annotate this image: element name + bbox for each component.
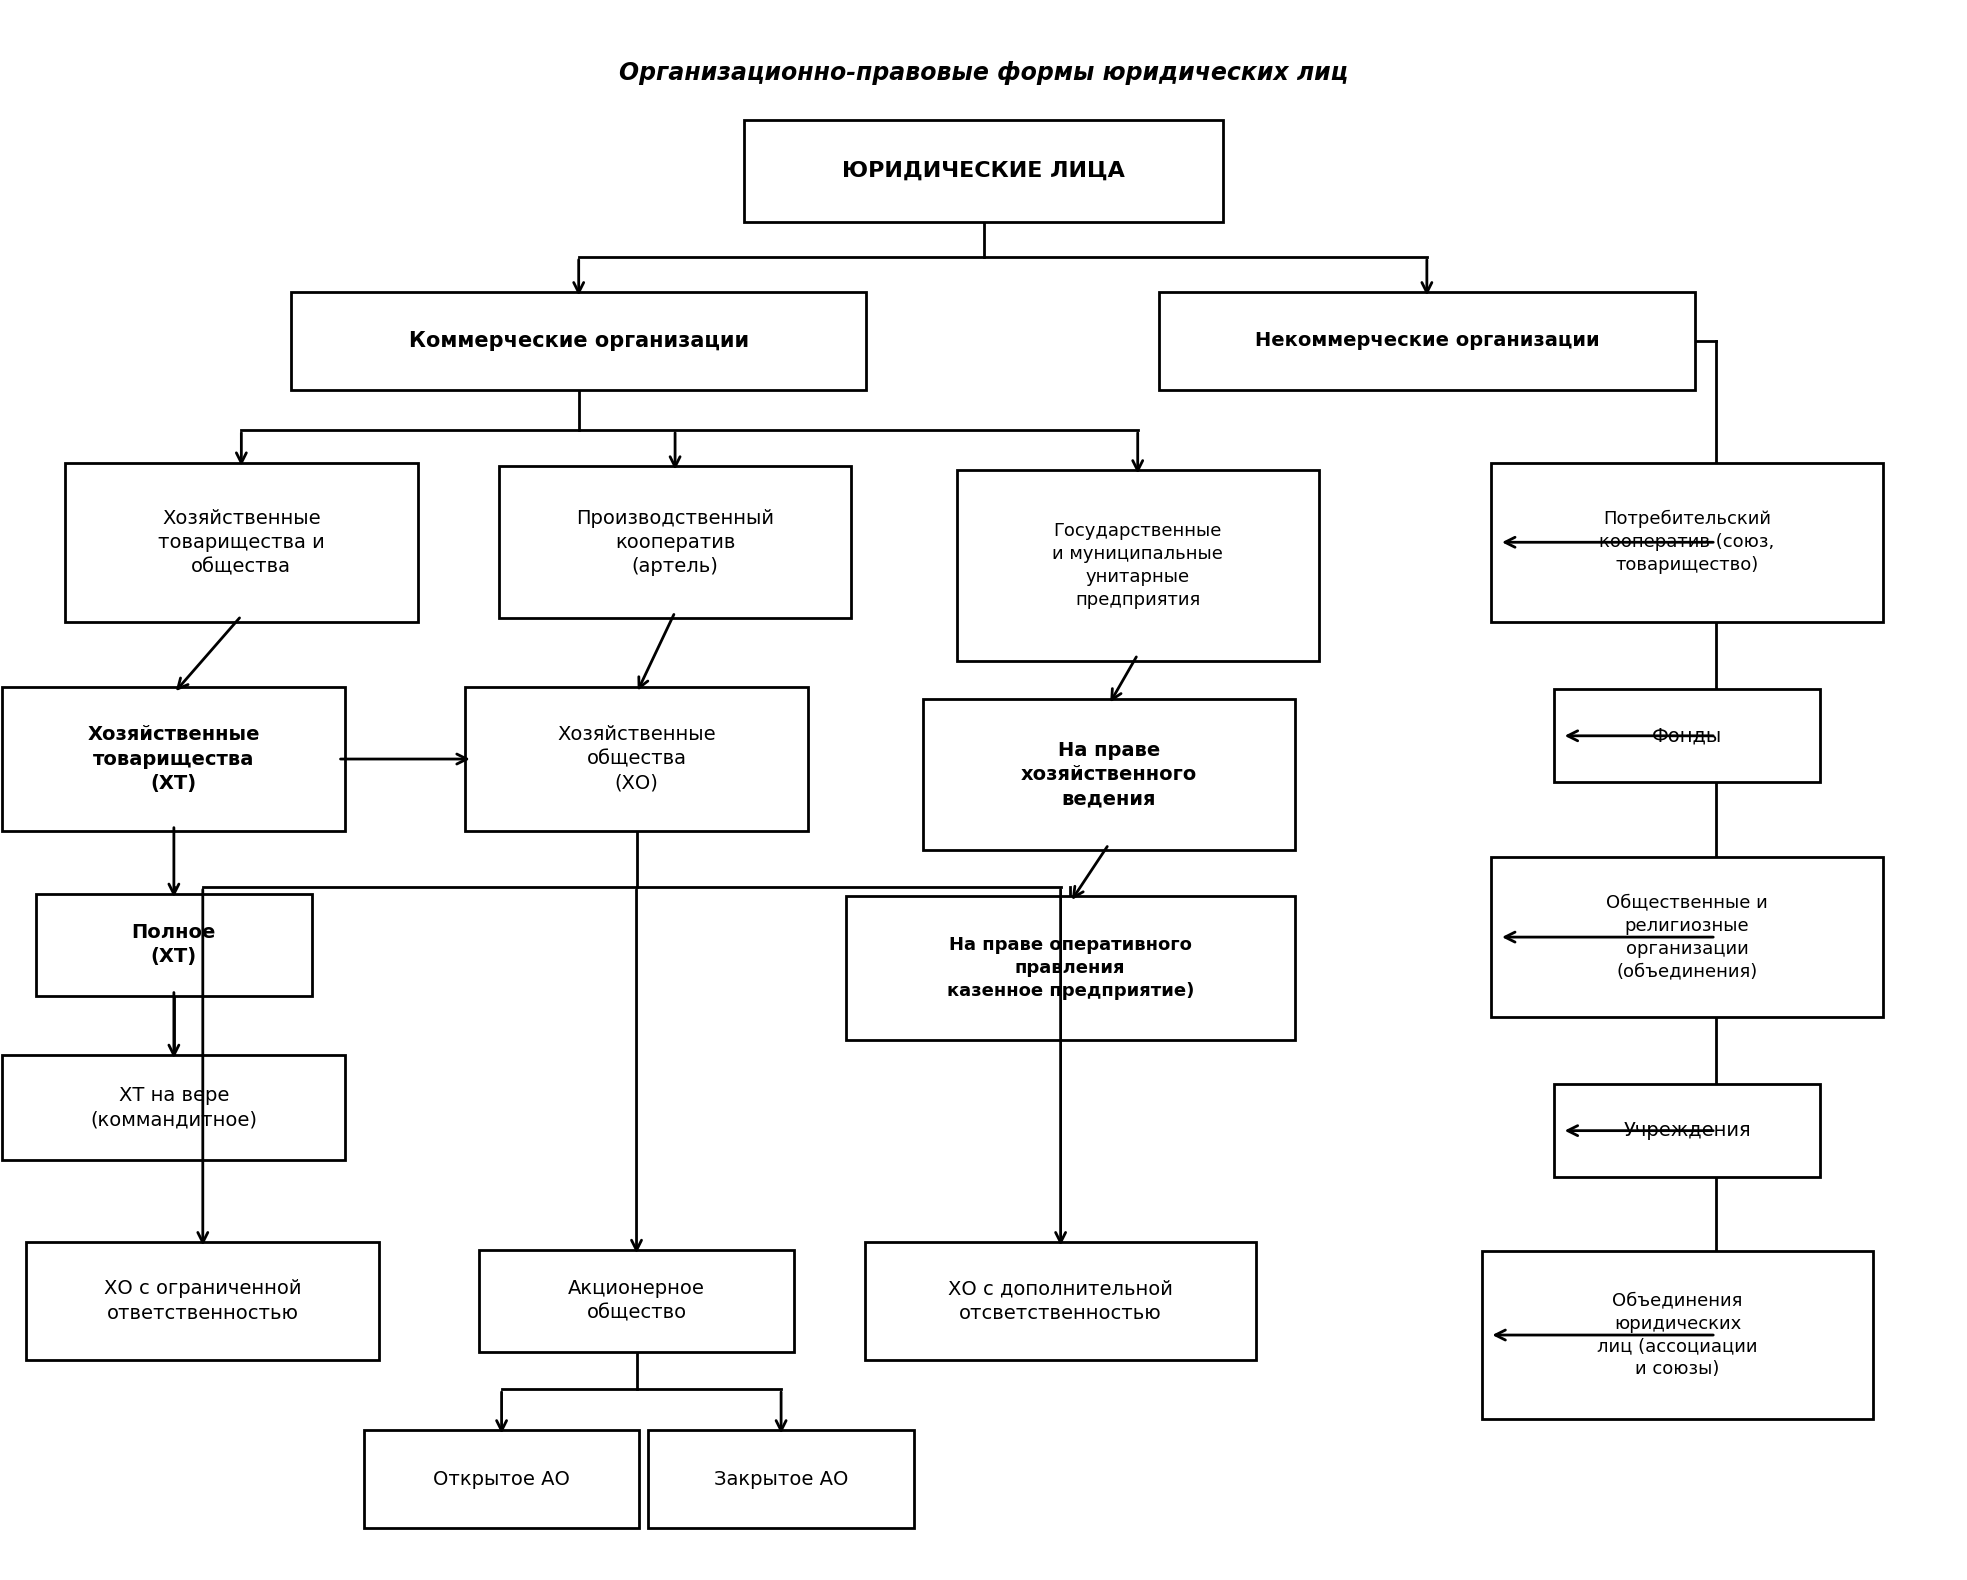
FancyBboxPatch shape (480, 1250, 793, 1352)
FancyBboxPatch shape (26, 1242, 380, 1360)
Text: Учреждения: Учреждения (1623, 1122, 1751, 1141)
Text: На праве оперативного
правления
казенное предприятие): На праве оперативного правления казенное… (946, 937, 1194, 1000)
FancyBboxPatch shape (1159, 292, 1696, 390)
FancyBboxPatch shape (364, 1430, 639, 1528)
FancyBboxPatch shape (846, 896, 1294, 1040)
FancyBboxPatch shape (647, 1430, 915, 1528)
Text: Хозяйственные
товарищества
(ХТ): Хозяйственные товарищества (ХТ) (89, 725, 260, 793)
Text: Коммерческие организации: Коммерческие организации (409, 330, 749, 351)
FancyBboxPatch shape (35, 894, 311, 995)
Text: Хозяйственные
товарищества и
общества: Хозяйственные товарищества и общества (157, 509, 325, 577)
Text: Потребительский
кооператив (союз,
товарищество): Потребительский кооператив (союз, товари… (1599, 510, 1774, 574)
Text: Закрытое АО: Закрытое АО (714, 1469, 848, 1488)
Text: Акционерное
общество: Акционерное общество (568, 1280, 704, 1322)
Text: ЮРИДИЧЕСКИЕ ЛИЦА: ЮРИДИЧЕСКИЕ ЛИЦА (842, 161, 1125, 180)
Text: Некоммерческие организации: Некоммерческие организации (1255, 332, 1599, 351)
FancyBboxPatch shape (865, 1242, 1257, 1360)
FancyBboxPatch shape (1491, 463, 1882, 623)
FancyBboxPatch shape (1491, 858, 1882, 1018)
Text: Организационно-правовые формы юридических лиц: Организационно-правовые формы юридически… (620, 62, 1347, 85)
FancyBboxPatch shape (65, 463, 417, 623)
FancyBboxPatch shape (956, 471, 1320, 660)
FancyBboxPatch shape (744, 120, 1223, 221)
FancyBboxPatch shape (1481, 1251, 1873, 1419)
FancyBboxPatch shape (2, 687, 346, 831)
Text: Производственный
кооператив
(артель): Производственный кооператив (артель) (576, 509, 775, 577)
FancyBboxPatch shape (500, 466, 852, 618)
FancyBboxPatch shape (1554, 689, 1819, 782)
Text: ХО с ограниченной
ответственностью: ХО с ограниченной ответственностью (104, 1280, 301, 1322)
FancyBboxPatch shape (1554, 1084, 1819, 1177)
Text: ХО с дополнительной
отсветственностью: ХО с дополнительной отсветственностью (948, 1280, 1172, 1322)
Text: Общественные и
религиозные
организации
(объединения): Общественные и религиозные организации (… (1607, 894, 1768, 981)
FancyBboxPatch shape (464, 687, 808, 831)
Text: Хозяйственные
общества
(ХО): Хозяйственные общества (ХО) (557, 725, 716, 793)
Text: Полное
(ХТ): Полное (ХТ) (132, 923, 216, 967)
FancyBboxPatch shape (2, 1055, 346, 1160)
FancyBboxPatch shape (291, 292, 865, 390)
Text: Объединения
юридических
лиц (ассоциации
и союзы): Объединения юридических лиц (ассоциации … (1597, 1292, 1758, 1378)
Text: ХТ на вере
(коммандитное): ХТ на вере (коммандитное) (90, 1085, 258, 1130)
FancyBboxPatch shape (923, 698, 1294, 850)
Text: Открытое АО: Открытое АО (433, 1469, 570, 1488)
Text: Фонды: Фонды (1652, 727, 1723, 746)
Text: Государственные
и муниципальные
унитарные
предприятия: Государственные и муниципальные унитарны… (1052, 521, 1223, 608)
Text: На праве
хозяйственного
ведения: На праве хозяйственного ведения (1021, 741, 1198, 809)
